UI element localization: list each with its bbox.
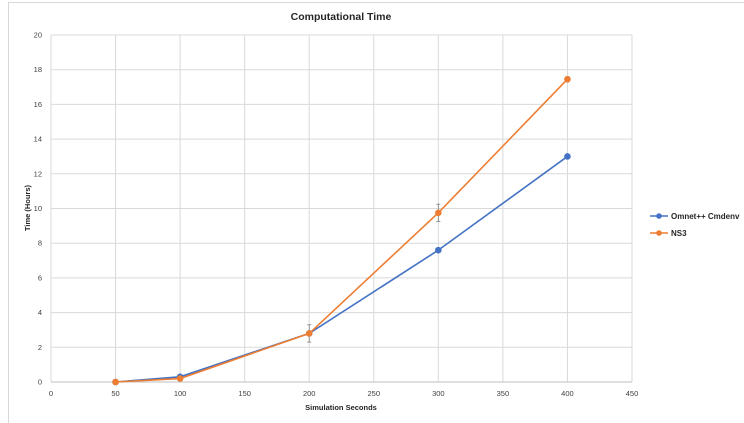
y-tick-label: 20 [34,31,42,40]
x-tick-label: 50 [111,389,119,398]
data-point [305,330,313,337]
series-layer [112,75,571,386]
x-tick-label: 450 [626,389,639,398]
legend-label: NS3 [671,229,687,238]
x-tick-label: 300 [432,389,445,398]
x-tick-label: 200 [303,389,316,398]
y-axis-label: Time (Hours) [23,184,32,231]
x-axis-label: Simulation Seconds [305,403,377,412]
x-tick-label: 150 [238,389,251,398]
series-line [115,155,568,383]
chart-title: Computational Time [291,11,392,23]
legend-item: NS3 [650,229,687,238]
x-tick-labels: 0 50 100 150 200 250 300 350 400 450 [49,389,638,398]
y-tick-label: 10 [34,204,42,213]
series-line [115,78,569,383]
data-point [564,153,571,160]
legend: Omnet++ Cmdenv NS3 [650,212,740,238]
data-point [112,378,119,386]
series-1 [112,153,571,386]
x-tick-label: 100 [174,389,187,398]
y-tick-label: 16 [34,100,42,109]
legend-item: Omnet++ Cmdenv [650,212,740,221]
legend-swatch-marker [656,230,662,236]
y-tick-label: 12 [34,169,42,178]
data-point [564,75,571,83]
data-point [435,246,442,254]
y-tick-label: 14 [34,135,42,144]
legend-swatch-marker [656,213,662,219]
axes [50,35,632,383]
data-point [176,375,184,382]
data-point [435,209,442,217]
chart-frame [8,2,744,423]
y-tick-label: 18 [34,65,42,74]
series-2 [112,75,571,386]
x-tick-label: 250 [368,389,381,398]
x-tick-label: 350 [497,389,510,398]
y-tick-label: 8 [38,239,42,248]
y-tick-labels: 0 2 4 6 8 10 12 14 16 18 20 [34,31,42,387]
legend-label: Omnet++ Cmdenv [671,212,740,221]
y-tick-label: 6 [38,273,42,282]
grid [51,34,633,382]
x-tick-label: 400 [561,389,574,398]
y-tick-label: 2 [38,343,42,352]
x-tick-label: 0 [49,389,53,398]
y-tick-label: 4 [38,308,42,317]
y-tick-label: 0 [38,378,42,387]
